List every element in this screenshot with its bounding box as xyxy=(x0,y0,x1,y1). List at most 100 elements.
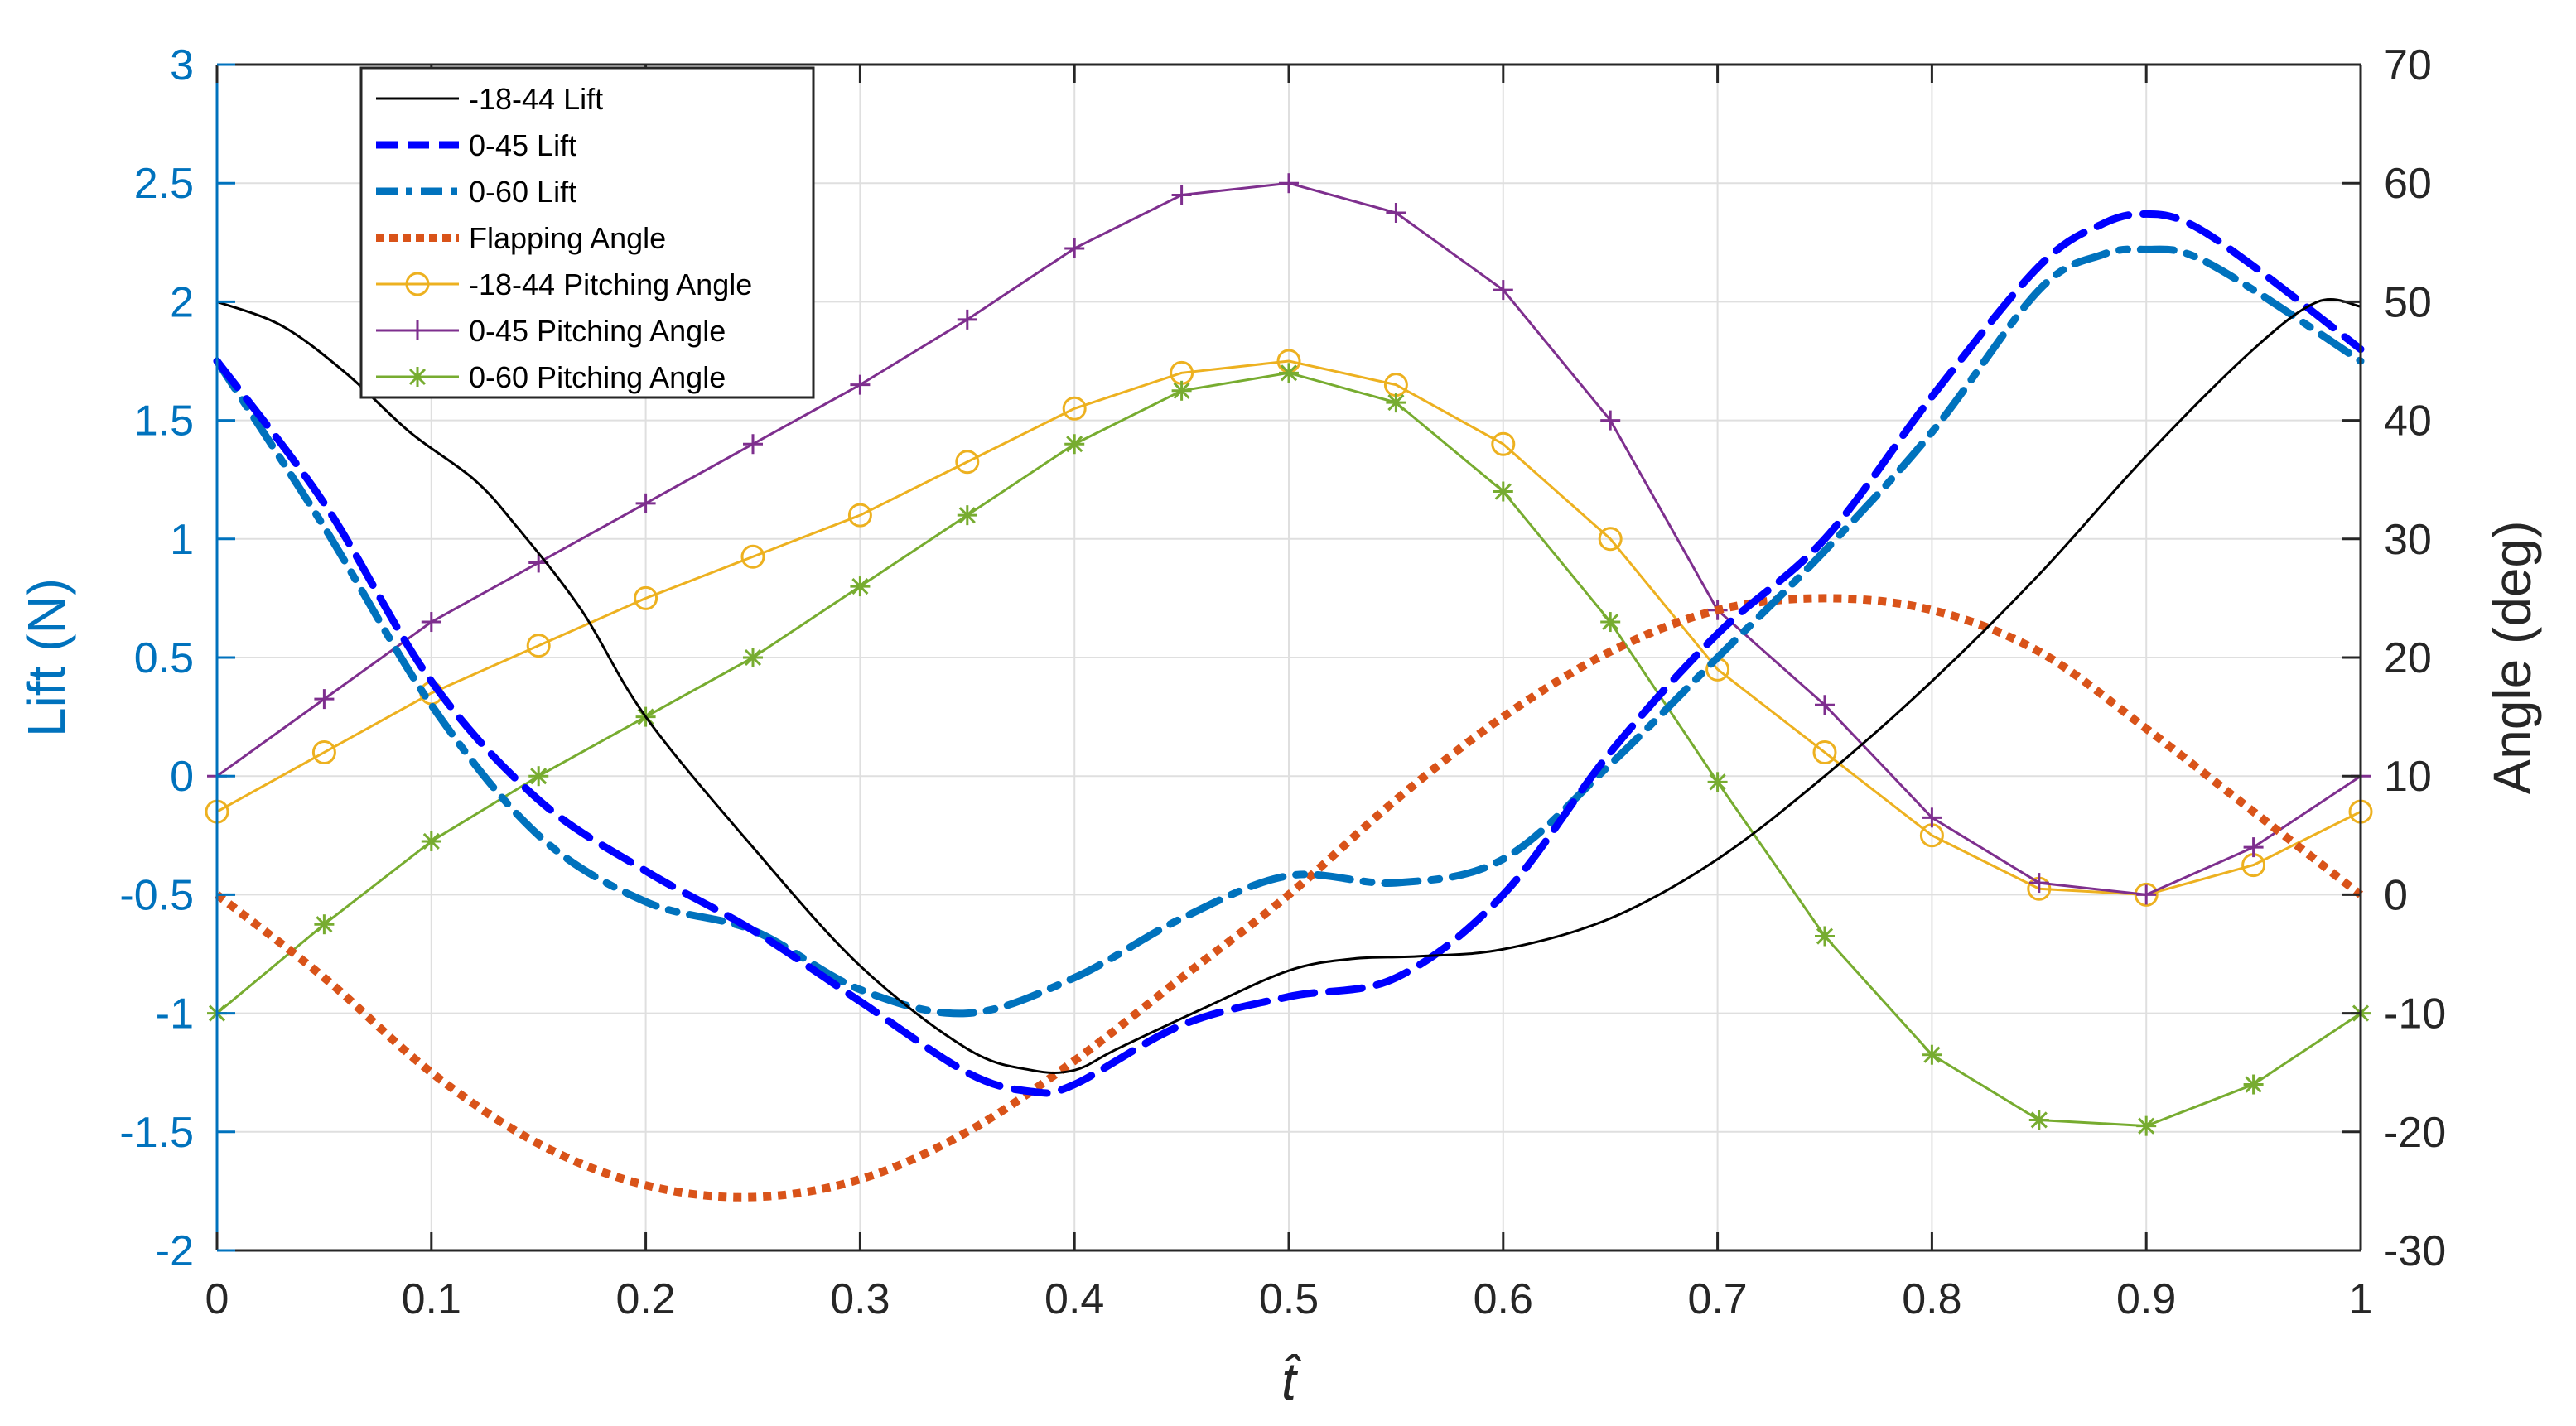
data-point xyxy=(847,503,872,528)
data-point xyxy=(1707,772,1728,792)
y-right-tick-label: -30 xyxy=(2384,1227,2446,1275)
legend-entry: 0-60 Lift xyxy=(376,175,576,209)
data-point xyxy=(2136,1115,2157,1136)
data-point xyxy=(1493,280,1513,301)
legend-label: -18-44 Lift xyxy=(469,82,603,116)
series-line xyxy=(214,594,2364,1202)
legend-entry: 0-45 Pitching Angle xyxy=(376,314,726,348)
x-tick-label: 1 xyxy=(2349,1275,2373,1323)
series-6 xyxy=(207,363,2371,1136)
y-left-tick-label: -1 xyxy=(156,990,194,1038)
data-point xyxy=(1171,380,1192,401)
legend-label: -18-44 Pitching Angle xyxy=(469,267,752,301)
series-1 xyxy=(213,210,2365,1097)
data-point xyxy=(850,576,871,597)
legend-label: 0-45 Lift xyxy=(469,128,576,162)
x-tick-label: 0.4 xyxy=(1044,1275,1104,1323)
data-point xyxy=(957,505,977,526)
y-left-tick-label: 1 xyxy=(170,516,194,564)
data-point xyxy=(2028,1110,2049,1130)
data-point xyxy=(955,450,980,475)
series-line xyxy=(213,210,2365,1097)
axes: 0 0.1 0.2 0.3 0.4 0.5 0.6 0.7 0.8 0.9 1 -2 -1.5 -1 -0.… xyxy=(17,41,2542,1411)
x-tick-label: 0.9 xyxy=(2116,1275,2176,1323)
data-point xyxy=(2136,884,2157,905)
data-point xyxy=(634,585,658,610)
legend-entry: 0-60 Pitching Angle xyxy=(376,360,726,394)
y-right-tick-label: 10 xyxy=(2384,753,2432,801)
legend-entry: 0-45 Lift xyxy=(376,128,576,162)
data-point xyxy=(1062,396,1087,421)
y-right-tick-label: 30 xyxy=(2384,516,2432,564)
y-right-tick-label: 40 xyxy=(2384,397,2432,446)
data-point xyxy=(850,374,871,395)
data-point xyxy=(311,740,336,765)
data-point xyxy=(1279,363,1299,383)
y-left-tick-label: 2 xyxy=(170,278,194,326)
y-right-tick-label: 0 xyxy=(2384,871,2408,919)
data-point xyxy=(1815,926,1835,947)
data-point xyxy=(1171,185,1192,205)
y-left-tick-label: -2 xyxy=(156,1227,194,1275)
y-right-tick-label: 70 xyxy=(2384,41,2432,89)
data-point xyxy=(1386,203,1406,223)
series-line xyxy=(215,359,2362,896)
y-left-tick-label: 0.5 xyxy=(134,634,194,682)
y-left-tick-label: 0 xyxy=(170,753,194,801)
data-point xyxy=(1493,481,1513,502)
data-point xyxy=(528,766,549,787)
series-2 xyxy=(213,245,2365,1018)
legend-entry: -18-44 Lift xyxy=(376,82,603,116)
data-point xyxy=(635,493,656,513)
data-point xyxy=(1815,695,1835,715)
y-right-tick-label: 50 xyxy=(2384,278,2432,326)
data-point xyxy=(2028,873,2049,894)
data-point xyxy=(1600,410,1621,431)
data-point xyxy=(740,544,765,569)
data-point xyxy=(1600,612,1621,633)
y-left-tick-label: -1.5 xyxy=(119,1109,194,1157)
data-point xyxy=(314,914,335,935)
legend-marker xyxy=(408,367,427,387)
data-point xyxy=(421,612,441,633)
y-right-tick-label: 60 xyxy=(2384,160,2432,208)
legend-box xyxy=(359,66,815,399)
data-point xyxy=(957,309,977,330)
data-point xyxy=(314,689,335,710)
series-layer xyxy=(205,173,2373,1202)
legend-label: Flapping Angle xyxy=(469,221,666,255)
series-line xyxy=(215,298,2362,1075)
x-tick-label: 0.1 xyxy=(402,1275,461,1323)
legend-marker xyxy=(405,272,430,296)
series-line xyxy=(213,245,2365,1018)
y-right-tick-label: 20 xyxy=(2384,634,2432,682)
y-right-tick-label: -10 xyxy=(2384,990,2446,1038)
legend-entry: -18-44 Pitching Angle xyxy=(376,267,752,301)
data-point xyxy=(1598,527,1623,552)
data-point xyxy=(421,831,441,851)
data-point xyxy=(1386,393,1406,413)
x-tick-label: 0.8 xyxy=(1902,1275,1961,1323)
legend: -18-44 Lift 0-45 Lift 0-60 Lift Flapping An… xyxy=(359,66,815,399)
y-left-tick-label: 2.5 xyxy=(134,160,194,208)
y-right-tick-label: -20 xyxy=(2384,1109,2446,1157)
legend-label: 0-60 Pitching Angle xyxy=(469,360,726,394)
y-left-tick-label: -0.5 xyxy=(119,871,194,919)
data-point xyxy=(1491,431,1516,456)
legend-entry: Flapping Angle xyxy=(376,221,666,255)
legend-label: 0-45 Pitching Angle xyxy=(469,314,726,348)
y-right-axis-title: Angle (deg) xyxy=(2482,521,2542,795)
data-point xyxy=(1064,434,1085,455)
y-left-tick-label: 1.5 xyxy=(134,397,194,446)
series-0 xyxy=(215,298,2362,1075)
data-point xyxy=(1922,1044,1942,1065)
data-point xyxy=(1279,173,1299,194)
x-tick-label: 0.6 xyxy=(1474,1275,1533,1323)
legend-marker xyxy=(408,320,427,340)
data-point xyxy=(1064,238,1085,258)
data-point xyxy=(743,648,763,667)
series-3 xyxy=(214,594,2364,1202)
y-left-tick-label: 3 xyxy=(170,41,194,89)
